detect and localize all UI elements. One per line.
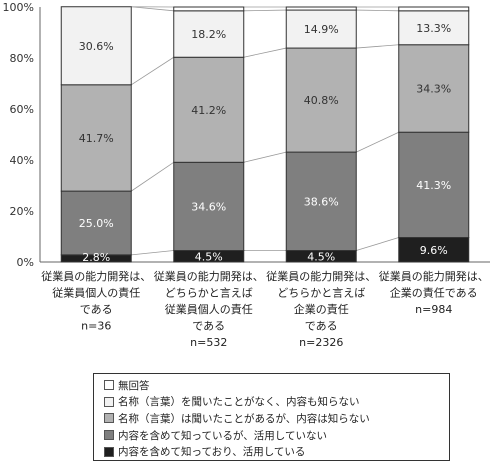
bar-segment [173,6,245,12]
legend-swatch [104,413,114,424]
category-label: 従業員の能力開発は、 [266,269,376,283]
category-label: n=2326 [299,336,343,349]
y-tick-label: 0% [17,256,34,269]
bar-segment [285,47,357,153]
bar-segment [398,237,470,263]
bar-segment [285,6,357,11]
legend-label: 内容を含めて知っているが、活用していない [118,429,327,442]
legend-label: 無回答 [118,379,150,392]
series-connector-line [243,151,287,163]
chart-legend: 無回答名称（言葉）を聞いたことがなく、内容も知らない 名称（言葉）は聞いたことがあ… [93,373,450,461]
category-label: どちらかと言えば [165,287,253,300]
data-label: 34.3% [416,82,451,95]
series-connector-line [243,47,287,58]
bar-segment [398,10,470,46]
series-connector-line [131,161,174,192]
data-label: 2.8% [82,251,110,264]
category-label: 従業員個人の責任 [52,286,140,300]
data-label: 41.7% [79,132,114,145]
series-connector-line [131,56,174,86]
category-label: である [192,320,225,333]
series-connector-line [131,6,174,12]
data-label: 40.8% [304,94,339,107]
y-tick-label: 80% [10,52,34,65]
legend-swatch [104,396,114,407]
bar-segment [285,151,357,252]
data-label: 41.3% [416,179,451,192]
y-tick-label: 40% [10,154,34,167]
series-connector-line [356,44,399,49]
legend-swatch [104,430,114,441]
bar-segment [285,9,357,49]
legend-item: 無回答 [104,377,449,394]
category-label: 従業員個人の責任 [165,302,253,316]
legend-label: 内容を含めて知っており、活用している [118,446,306,459]
bar-segment [60,190,132,256]
bar-segment [398,44,470,133]
legend-item: 名称（言葉）を聞いたことがなく、内容も知らない [104,394,449,411]
category-label: 従業員の能力開発は、 [379,269,489,283]
data-label: 25.0% [79,217,114,230]
data-label: 41.2% [191,104,226,117]
category-label: どちらかと言えば [277,287,365,300]
data-label: 38.6% [304,195,339,208]
category-label: である [80,303,113,316]
bar-segment [398,131,470,239]
y-tick-label: 20% [10,205,34,218]
bar-segment [173,10,245,58]
series-connector-line [356,131,399,153]
bar-segment [173,161,245,252]
legend-item: 内容を含めて知っているが、活用していない [104,427,449,444]
series-connector-line [356,9,399,12]
category-label: 企業の責任 [294,302,349,316]
legend-label: 名称（言葉）は聞いたことがあるが、内容は知らない [118,412,370,425]
legend-item: 名称（言葉）は聞いたことがあるが、内容は知らない [104,410,449,427]
category-label: 従業員の能力開発は、 [41,269,151,283]
legend-item: 内容を含めて知っており、活用している [104,443,449,460]
data-label: 34.6% [191,200,226,213]
data-label: 30.6% [79,40,114,53]
data-label: 18.2% [191,28,226,41]
stacked-bar-chart: 0% 20% 40% 60% 80% 100% 2.8% 4.5% 4.5% 9.6% 25.0% 3… [3,1,490,349]
data-label: 13.3% [416,22,451,35]
category-label: 企業の責任である [390,286,478,300]
series-connector-line [356,237,399,251]
data-label: 9.6% [420,244,448,257]
data-label: 4.5% [307,250,335,263]
legend-label: 名称（言葉）を聞いたことがなく、内容も知らない [118,396,360,409]
category-label: である [305,320,338,333]
y-tick-label: 60% [10,103,34,116]
bar-segment [60,6,132,86]
series-connector-line [243,9,287,12]
y-tick-label: 100% [3,1,34,14]
category-label: n=984 [415,303,452,316]
bar-segment [398,6,470,12]
category-label: n=36 [81,320,111,333]
data-label: 4.5% [195,250,223,263]
series-connector-line [131,250,174,256]
legend-swatch [104,380,114,391]
category-label: 従業員の能力開発は、 [154,269,264,283]
data-label: 14.9% [304,23,339,36]
legend-swatch [104,446,114,457]
category-label: n=532 [190,336,227,349]
